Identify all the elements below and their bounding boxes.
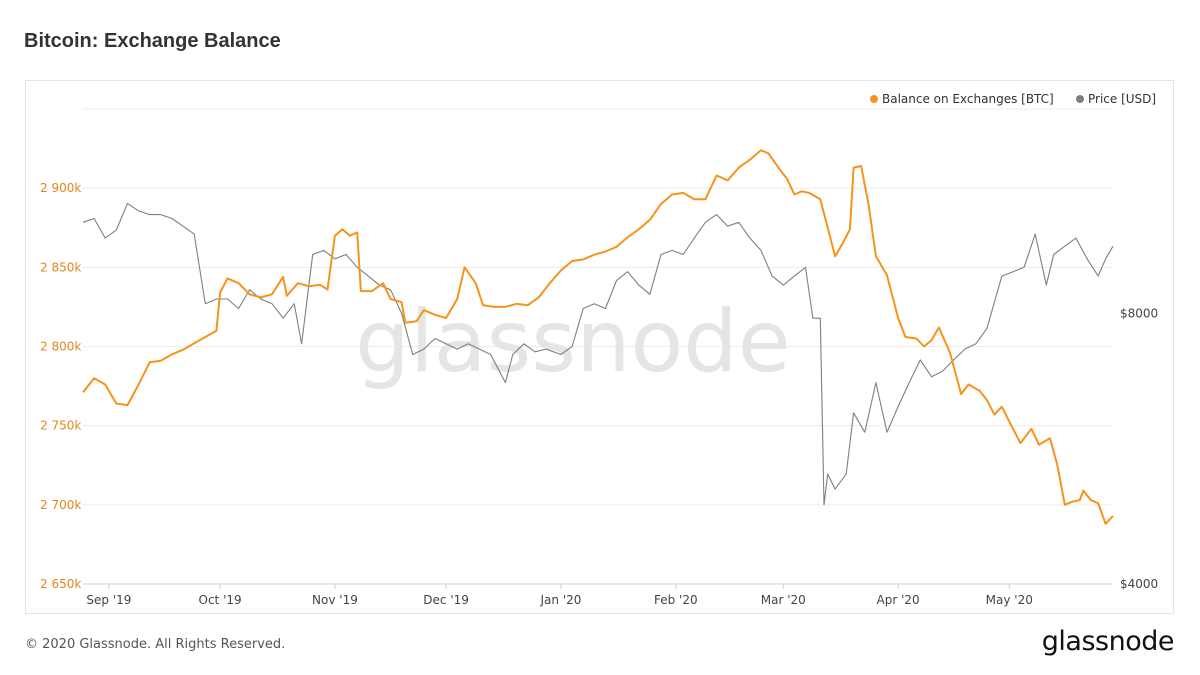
legend-dot [870,95,878,103]
price-usd-line [82,202,1114,506]
x-tick-label: Jan '20 [540,593,582,607]
x-tick-label: Apr '20 [877,593,920,607]
x-tick-label: Mar '20 [761,593,806,607]
y-left-tick-label: 2 700k [40,498,81,512]
copyright-text: © 2020 Glassnode. All Rights Reserved. [25,637,286,652]
legend[interactable]: Balance on Exchanges [BTC] Price [USD] [870,92,1156,106]
legend-item-label: Balance on Exchanges [BTC] [882,92,1054,106]
y-left-tick-label: 2 750k [40,419,81,433]
y-right-tick-label: $4000 [1120,577,1158,591]
x-axis: Sep '19 Oct '19 Nov '19 Dec '19 Jan '20 Feb '… [83,583,1113,607]
y-right-axis: $4000 $8000 [1120,306,1158,591]
y-left-tick-label: 2 650k [40,577,81,591]
x-tick-label: May '20 [986,593,1033,607]
glassnode-logo[interactable]: glassnode [1041,626,1175,657]
balance-on-exchanges-line [82,149,1114,525]
grid-lines [83,108,1113,585]
legend-item-label: Price [USD] [1088,92,1156,106]
x-tick-label: Nov '19 [312,593,358,607]
page-title: Bitcoin: Exchange Balance [24,30,281,52]
y-left-tick-label: 2 850k [40,260,81,274]
x-tick-label: Oct '19 [199,593,242,607]
x-tick-label: Feb '20 [654,593,698,607]
y-right-tick-label: $8000 [1120,306,1158,320]
series-lines [82,149,1114,525]
x-tick-label: Dec '19 [423,593,469,607]
chart-frame: glassnode 2 650k 2 700k 2 750k 2 800k 2 850k… [25,80,1174,614]
y-left-tick-label: 2 900k [40,181,81,195]
legend-dot [1076,95,1084,103]
x-tick-label: Sep '19 [86,593,131,607]
y-left-tick-label: 2 800k [40,340,81,354]
y-left-axis: 2 650k 2 700k 2 750k 2 800k 2 850k 2 900k [40,181,81,591]
